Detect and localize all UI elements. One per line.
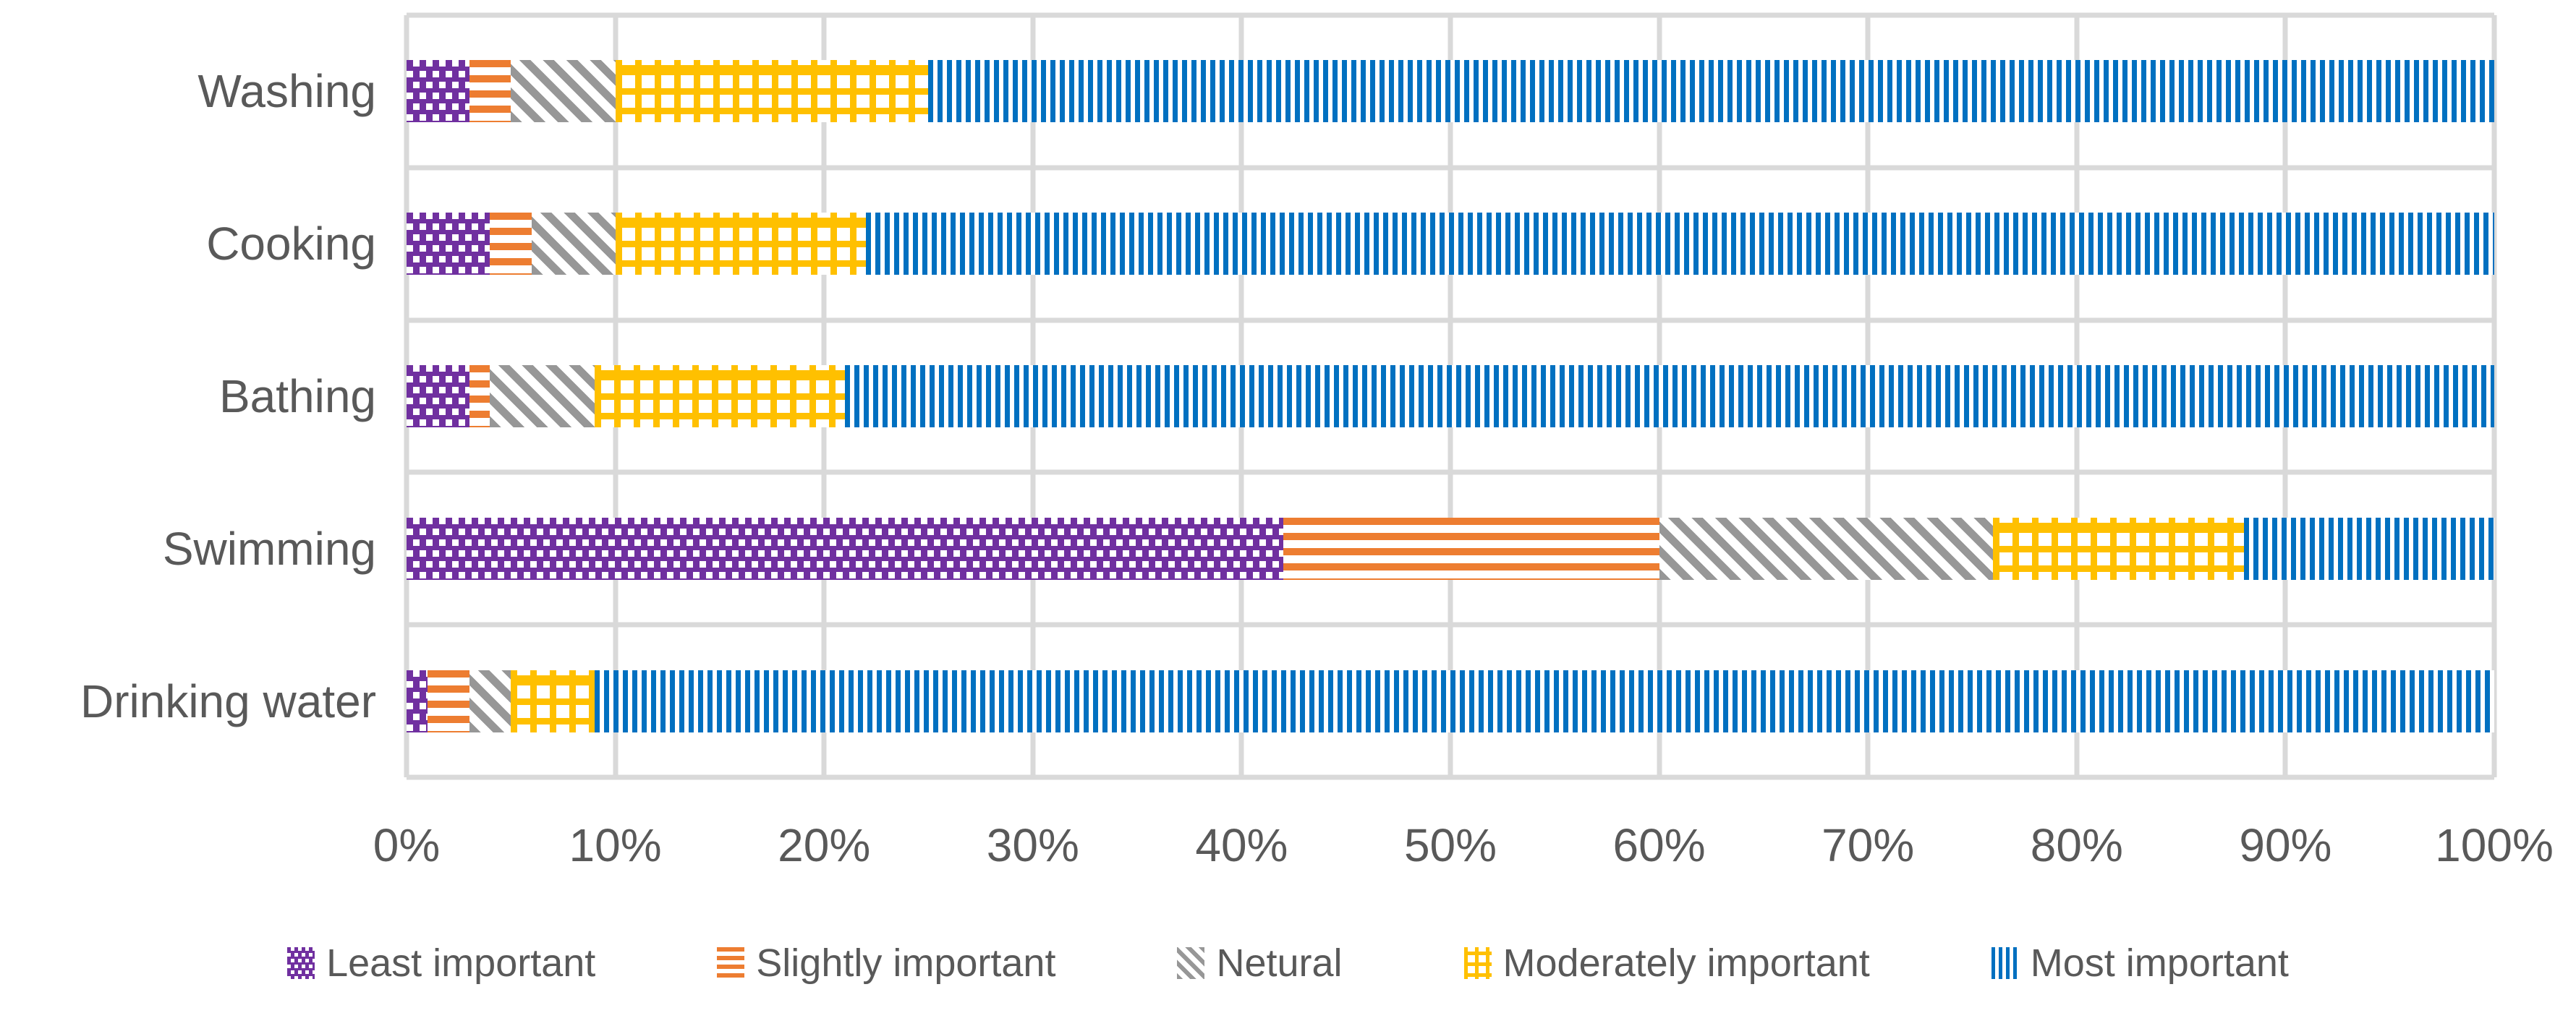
category-label: Cooking — [206, 218, 376, 270]
bar-segment-least-important — [407, 213, 490, 275]
legend-swatch-grid-icon — [1463, 947, 1492, 979]
x-tick-label: 100% — [2435, 819, 2554, 871]
bar-segment-least-important — [407, 517, 1284, 580]
legend-swatch-vertical-stripes-icon — [1991, 947, 2019, 979]
legend-label: Least important — [326, 941, 596, 985]
x-tick-label: 40% — [1195, 819, 1288, 871]
bar-segment-slightly-important — [469, 365, 490, 427]
legend-item-moderately-important: Moderately important — [1463, 941, 1870, 986]
bar-segment-most-important — [928, 60, 2494, 123]
bar-segment-most-important — [845, 365, 2494, 427]
bar-segment-most-important — [594, 670, 2494, 732]
legend-item-most-important: Most important — [1991, 941, 2289, 986]
bar-segment-netural — [1659, 517, 1994, 580]
legend-item-least-important: Least important — [287, 941, 595, 986]
x-tick-label: 60% — [1612, 819, 1706, 871]
x-tick-label: 10% — [569, 819, 662, 871]
plot-border-right — [2491, 15, 2497, 777]
bar-segment-most-important — [865, 213, 2494, 275]
bar-segment-moderately-important — [511, 670, 595, 732]
x-tick-label: 0% — [373, 819, 441, 871]
legend-label: Moderately important — [1502, 941, 1870, 985]
bar-segment-least-important — [407, 670, 428, 732]
category-label: Bathing — [218, 370, 376, 422]
legend-swatch-diagonal-stripes-icon — [1177, 947, 1205, 979]
bar-row-bathing — [407, 365, 2494, 427]
x-tick-label: 70% — [1822, 819, 1915, 871]
category-label: Drinking water — [80, 675, 376, 727]
bar-segment-moderately-important — [615, 213, 866, 275]
legend: Least important Slightly important Netural… — [0, 928, 2576, 998]
bar-row-washing — [407, 60, 2494, 123]
bar-segment-most-important — [2243, 517, 2494, 580]
legend-label: Netural — [1216, 941, 1343, 985]
legend-swatch-dots-icon — [287, 947, 315, 979]
band-separator — [407, 622, 2494, 628]
bar-segment-slightly-important — [469, 60, 511, 123]
bar-row-cooking — [407, 213, 2494, 275]
x-tick-label: 50% — [1403, 819, 1497, 871]
bar-segment-moderately-important — [1993, 517, 2244, 580]
bar-segment-netural — [532, 213, 616, 275]
bar-segment-least-important — [407, 60, 469, 123]
x-tick-label: 30% — [986, 819, 1079, 871]
bar-segment-slightly-important — [427, 670, 469, 732]
bar-segment-netural — [469, 670, 511, 732]
bar-row-swimming — [407, 517, 2494, 580]
plot-border-top — [407, 12, 2494, 18]
bar-segment-least-important — [407, 365, 469, 427]
legend-label: Slightly important — [756, 941, 1056, 985]
band-separator — [407, 469, 2494, 475]
band-separator — [407, 165, 2494, 171]
legend-item-netural: Netural — [1177, 941, 1343, 986]
plot-area — [404, 12, 2497, 780]
x-tick-label: 90% — [2239, 819, 2332, 871]
legend-item-slightly-important: Slightly important — [717, 941, 1055, 986]
x-tick-label: 20% — [778, 819, 871, 871]
category-label: Washing — [197, 65, 376, 118]
bar-segment-slightly-important — [1283, 517, 1659, 580]
bar-segment-slightly-important — [490, 213, 532, 275]
bar-row-drinking-water — [407, 670, 2494, 732]
legend-swatch-horizontal-stripes-icon — [717, 947, 745, 979]
legend-label: Most important — [2030, 941, 2289, 985]
category-label: Swimming — [162, 522, 376, 575]
x-axis-line — [407, 774, 2494, 780]
bar-segment-moderately-important — [615, 60, 929, 123]
bar-segment-netural — [511, 60, 616, 123]
bar-segment-moderately-important — [594, 365, 846, 427]
band-separator — [407, 317, 2494, 323]
bar-segment-netural — [490, 365, 595, 427]
x-tick-label: 80% — [2030, 819, 2123, 871]
